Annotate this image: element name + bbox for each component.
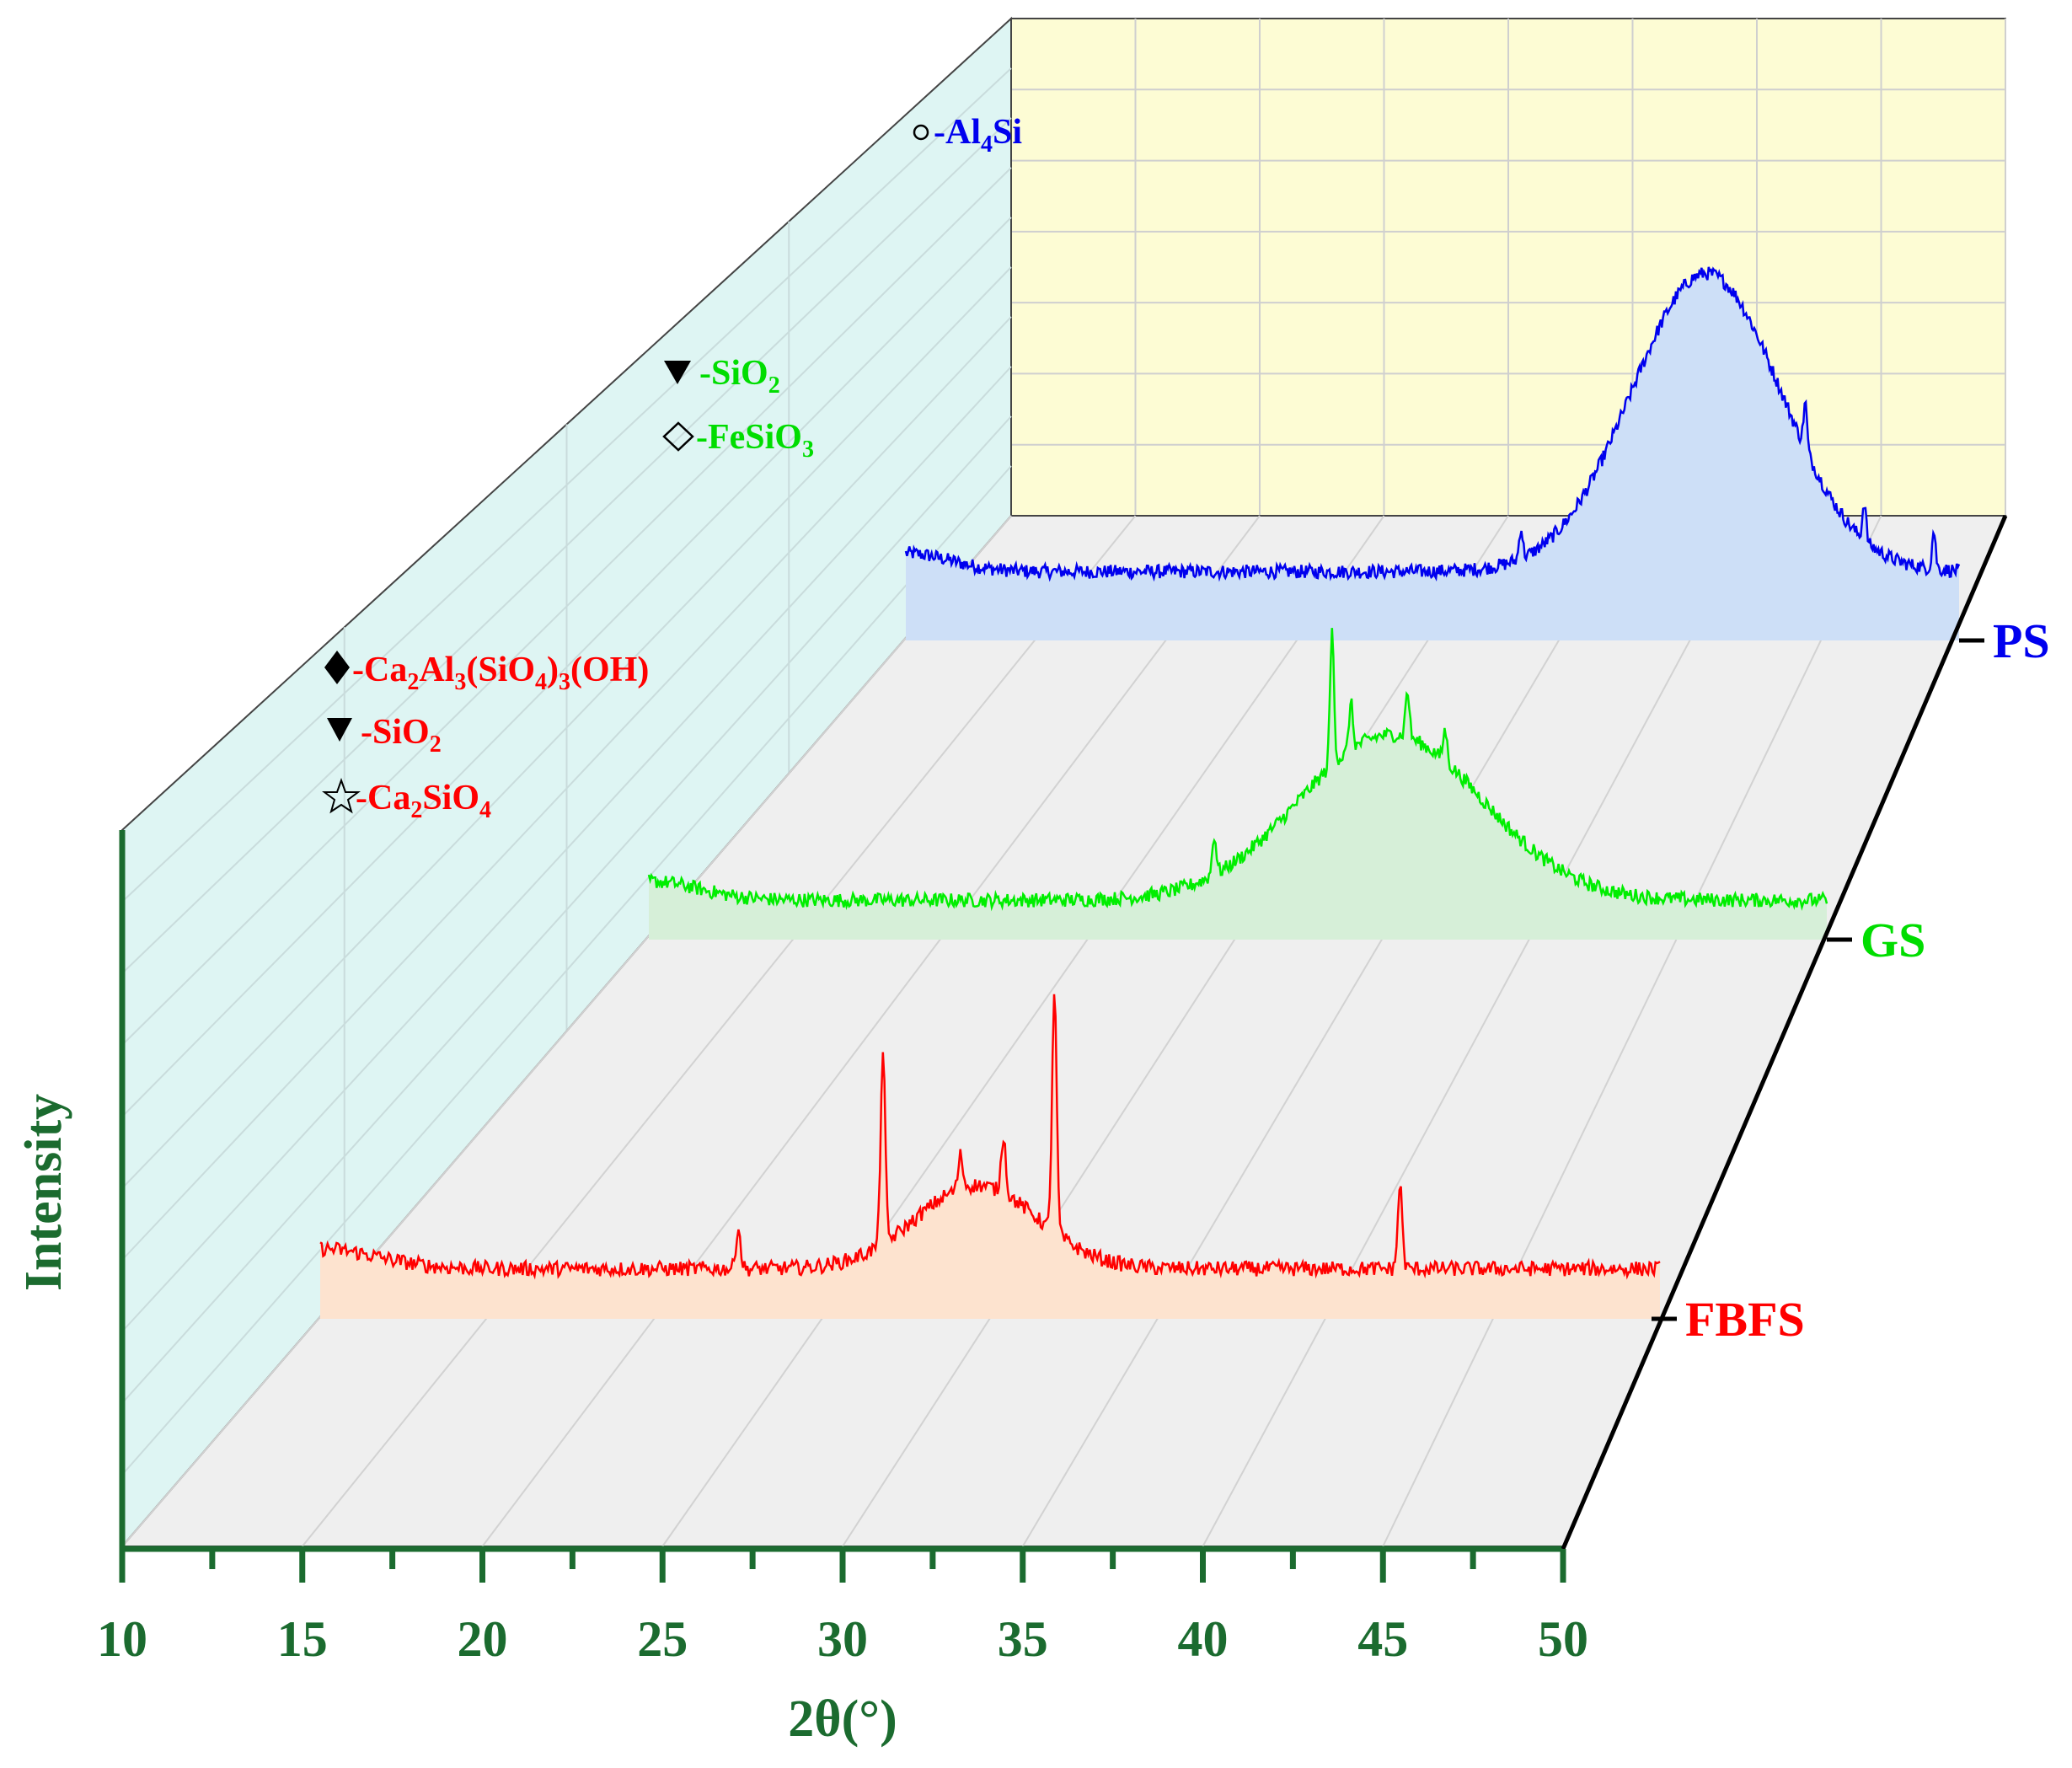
x-tick-label: 10 (97, 1611, 147, 1667)
floor-grid-line (121, 515, 1012, 1547)
legend-gs: -SiO2 -FeSiO3 (662, 354, 814, 463)
series-line (904, 266, 1961, 582)
series-fill (906, 266, 1959, 640)
svg-text:PS: PS (1993, 613, 2050, 668)
floor-grid-line (1202, 515, 1758, 1547)
x-tick-label: 20 (458, 1611, 508, 1667)
back-wall-grid (1010, 19, 2006, 516)
x-axis-ticks: 10 15 20 25 30 35 40 45 50 (97, 1549, 1588, 1667)
x-tick-label: 45 (1357, 1611, 1408, 1667)
y-axis-title: Intensity (15, 1094, 72, 1291)
floor-grid-line (661, 515, 1385, 1547)
svg-text:-FeSiO3: -FeSiO3 (696, 418, 814, 463)
x-tick-label: 30 (817, 1611, 868, 1667)
floor-grid-line (1382, 515, 1882, 1547)
svg-text:-Ca2Al3(SiO4)3(OH): -Ca2Al3(SiO4)3(OH) (352, 651, 649, 695)
series-label-gs: GS (1827, 913, 1925, 967)
svg-text:GS: GS (1861, 913, 1925, 967)
circle-open-icon (913, 124, 929, 141)
series-fill (649, 628, 1827, 940)
triangle-filled-icon (327, 718, 352, 742)
series-line (319, 994, 1661, 1280)
series-gs (647, 628, 1828, 940)
series-layer (319, 266, 1961, 1319)
svg-text:-SiO2: -SiO2 (361, 713, 442, 758)
x-tick-label: 15 (277, 1611, 328, 1667)
floor-grid-line (1021, 515, 1634, 1547)
svg-text:-Ca2SiO4: -Ca2SiO4 (356, 779, 491, 823)
floor-grid-line (301, 515, 1137, 1547)
svg-text:FBFS: FBFS (1685, 1292, 1805, 1347)
series-fbfs (319, 994, 1661, 1319)
x-tick-label: 35 (998, 1611, 1048, 1667)
floor-grid-line (842, 515, 1509, 1547)
star-open-icon (322, 778, 361, 814)
triangle-filled-icon (664, 361, 691, 384)
side-wall-grid (121, 67, 1012, 1476)
x-tick-label: 25 (637, 1611, 688, 1667)
diamond-open-icon (662, 421, 694, 452)
legend-ps: -Al4Si (913, 113, 1022, 158)
diamond-filled-icon (324, 651, 350, 684)
series-ps (904, 266, 1961, 640)
legend-fbfs: -Ca2Al3(SiO4)3(OH) -SiO2 -Ca2SiO4 (322, 651, 649, 823)
depth-axis-line (1561, 515, 2008, 1550)
x-tick-label: 40 (1178, 1611, 1229, 1667)
svg-text:-SiO2: -SiO2 (699, 354, 780, 399)
svg-text:-Al4Si: -Al4Si (934, 113, 1022, 158)
floor-grid (121, 515, 2006, 1547)
series-fill (320, 994, 1660, 1319)
series-label-ps: PS (1959, 613, 2050, 668)
series-label-fbfs: FBFS (1652, 1292, 1805, 1347)
x-axis-title: 2θ(°) (788, 1690, 897, 1748)
series-line (647, 628, 1828, 912)
x-tick-label: 50 (1538, 1611, 1588, 1667)
floor-grid-line (481, 515, 1261, 1547)
